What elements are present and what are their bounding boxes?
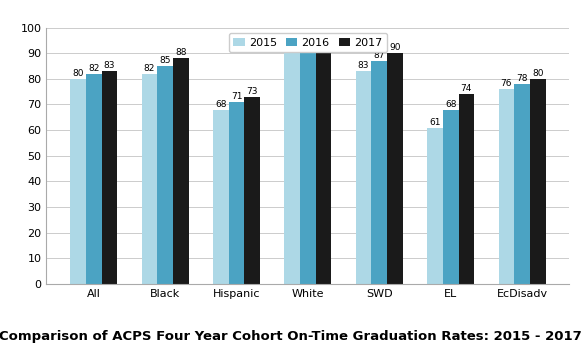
Text: 82: 82 (144, 64, 155, 73)
Bar (213, 110, 229, 284)
Text: 61: 61 (429, 118, 441, 127)
Text: Comparison of ACPS Four Year Cohort On-Time Graduation Rates: 2015 - 2017: Comparison of ACPS Four Year Cohort On-T… (0, 329, 581, 343)
Bar (284, 48, 300, 284)
Text: 73: 73 (246, 87, 258, 96)
Bar (300, 46, 316, 284)
Text: 68: 68 (215, 100, 227, 109)
Bar (70, 79, 86, 284)
Text: 94: 94 (318, 33, 329, 42)
Bar (86, 74, 102, 284)
Text: 76: 76 (501, 79, 512, 88)
Bar (530, 79, 546, 284)
Text: 85: 85 (159, 56, 171, 65)
Bar (356, 71, 371, 284)
Bar (316, 43, 332, 284)
Text: 78: 78 (517, 74, 528, 83)
Bar (142, 74, 157, 284)
Bar (371, 61, 387, 284)
Bar (157, 66, 173, 284)
Bar (102, 71, 117, 284)
Text: 90: 90 (389, 43, 401, 52)
Text: 80: 80 (532, 69, 543, 78)
Text: 83: 83 (358, 61, 370, 70)
Bar (427, 128, 443, 284)
Bar (443, 110, 458, 284)
Bar (173, 58, 189, 284)
Text: 80: 80 (73, 69, 84, 78)
Bar (498, 89, 514, 284)
Text: 74: 74 (461, 84, 472, 93)
Text: 92: 92 (286, 38, 298, 47)
Bar (229, 102, 245, 284)
Bar (458, 94, 474, 284)
Text: 71: 71 (231, 92, 242, 101)
Bar (387, 53, 403, 284)
Text: 82: 82 (88, 64, 99, 73)
Legend: 2015, 2016, 2017: 2015, 2016, 2017 (229, 33, 387, 52)
Text: 68: 68 (445, 100, 457, 109)
Text: 87: 87 (374, 51, 385, 60)
Text: 93: 93 (302, 36, 314, 45)
Text: 88: 88 (175, 48, 187, 57)
Text: 83: 83 (104, 61, 115, 70)
Bar (245, 97, 260, 284)
Bar (514, 84, 530, 284)
